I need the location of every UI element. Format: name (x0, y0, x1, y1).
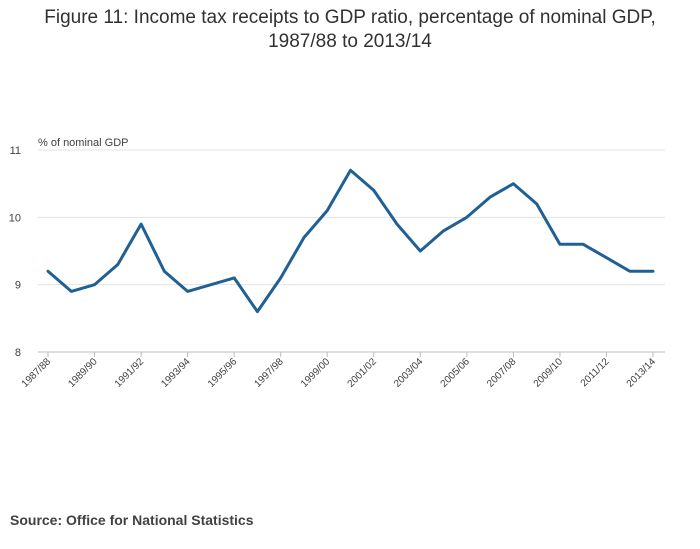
axes: 8 9 10 11 1987/88 1989/90 1991/92 1993/94 1995/9… (9, 145, 665, 390)
series-line (46, 168, 655, 314)
series (46, 168, 655, 314)
x-tick-label: 1989/90 (66, 356, 100, 390)
x-tick-label: 2001/02 (346, 356, 380, 390)
x-tick-label: 1991/92 (113, 356, 147, 390)
y-tick-label: 11 (10, 145, 21, 157)
x-tick-label: 1997/98 (252, 356, 286, 390)
x-tick-label: 1993/94 (159, 356, 193, 390)
x-tick-label: 2005/06 (439, 356, 473, 390)
x-tick-label: 2007/08 (485, 356, 519, 390)
chart-title: Figure 11: Income tax receipts to GDP ra… (0, 6, 700, 54)
x-tick-label: 1995/96 (206, 356, 240, 390)
y-axis-unit-label: % of nominal GDP (38, 137, 128, 149)
y-tick-label: 10 (9, 212, 21, 224)
y-tick-label: 9 (15, 280, 21, 292)
x-tick-label: 2009/10 (532, 356, 566, 390)
x-tick-label: 2011/12 (579, 356, 612, 389)
x-tick-label: 1987/88 (20, 356, 54, 390)
chart-title-line2: 1987/88 to 2013/14 (268, 31, 432, 52)
y-tick-label: 8 (15, 347, 21, 359)
x-tick-label: 2003/04 (392, 356, 426, 390)
x-tick-label: 2013/14 (625, 356, 659, 390)
source-note: Source: Office for National Statistics (10, 512, 254, 528)
gridlines (38, 149, 665, 286)
chart-title-line1: Figure 11: Income tax receipts to GDP ra… (44, 7, 656, 28)
x-tick-label: 1999/00 (299, 356, 333, 390)
